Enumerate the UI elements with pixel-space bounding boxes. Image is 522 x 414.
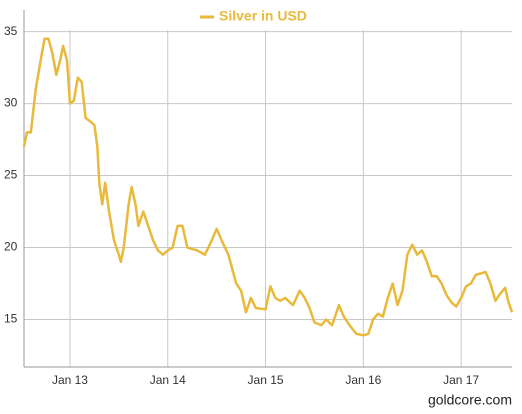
y-tick-label: 30 (4, 96, 18, 110)
y-tick-label: 15 (4, 312, 18, 326)
x-tick-label: Jan 15 (248, 373, 284, 387)
y-tick-label: 20 (4, 240, 18, 254)
x-tick-label: Jan 14 (150, 373, 186, 387)
x-tick-label: Jan 17 (443, 373, 479, 387)
y-tick-label: 25 (4, 168, 18, 182)
x-tick-label: Jan 16 (345, 373, 381, 387)
y-tick-label: 35 (4, 24, 18, 38)
series-line (22, 37, 514, 337)
legend-label: Silver in USD (219, 8, 307, 24)
source-note: goldcore.com (428, 392, 512, 408)
x-tick-label: Jan 13 (52, 373, 88, 387)
